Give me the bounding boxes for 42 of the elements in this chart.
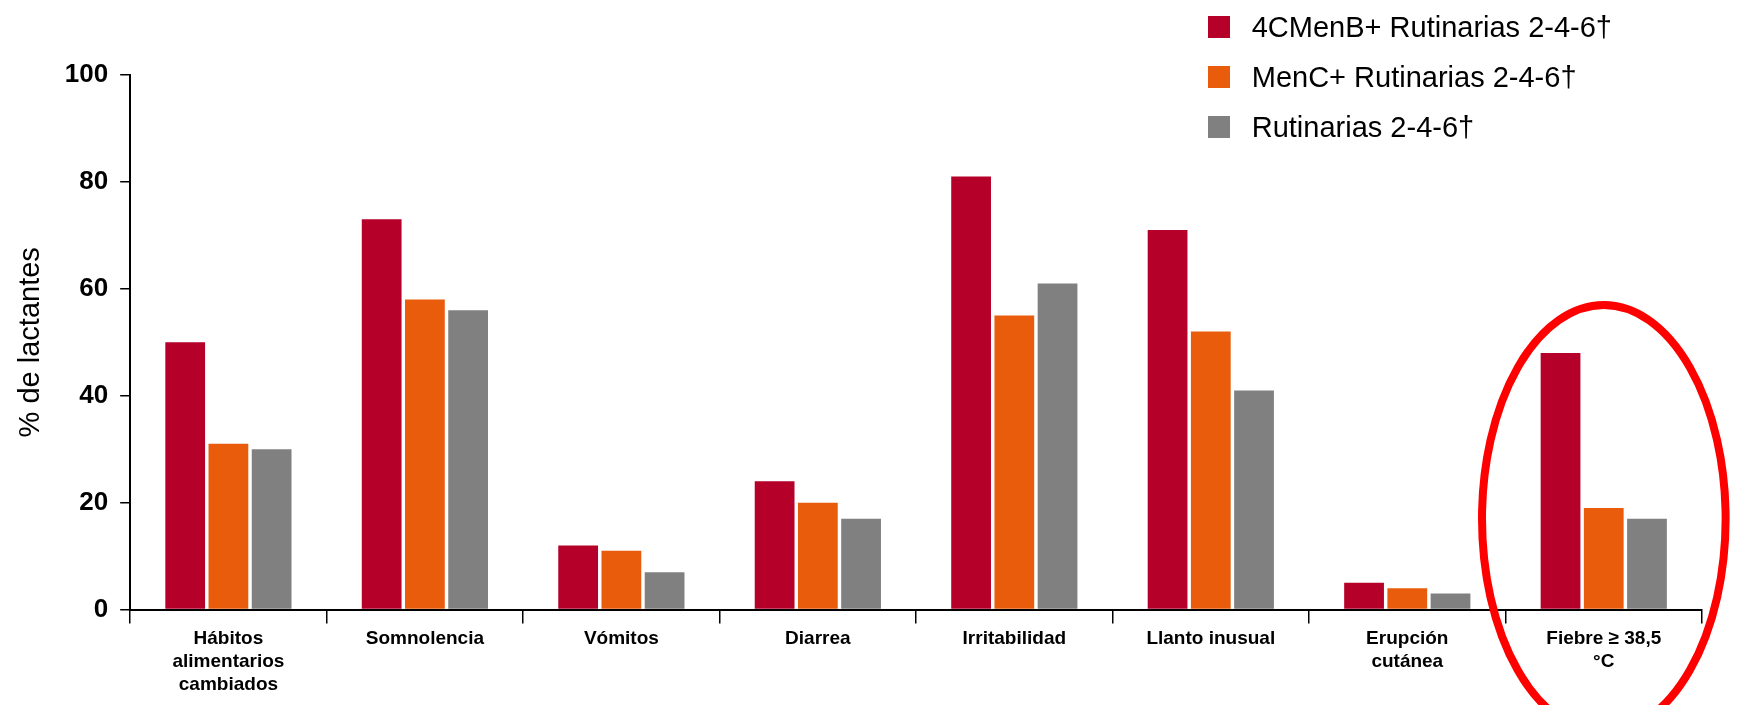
x-tick-label: Llanto inusual [1146, 627, 1276, 649]
legend-label: MenC+ Rutinarias 2-4-6† [1251, 60, 1577, 94]
bar [1344, 582, 1384, 609]
bar [251, 449, 292, 609]
bar [601, 550, 642, 609]
y-tick-label: 40 [79, 378, 109, 409]
bar [361, 219, 402, 609]
bar [558, 545, 599, 609]
bar [1190, 331, 1231, 609]
bar [1147, 230, 1188, 609]
bar [208, 443, 249, 609]
y-tick-label: 20 [79, 485, 109, 516]
y-tick-label: 80 [79, 165, 109, 196]
x-tick-label: Hábitos alimentarios cambiados [172, 627, 285, 694]
x-tick-label: Diarrea [785, 627, 852, 649]
y-axis-title: % de lactantes [13, 247, 46, 438]
bar [841, 518, 881, 609]
bar [1037, 283, 1078, 609]
bar [448, 310, 489, 609]
bar [1234, 390, 1274, 609]
bar [405, 299, 445, 609]
x-tick-label: Fiebre ≥ 38,5 °C [1546, 627, 1662, 672]
y-tick-label: 0 [93, 592, 109, 623]
bar [797, 502, 838, 609]
bar [994, 315, 1035, 609]
bar [951, 176, 991, 609]
x-tick-label: Erupción cutánea [1366, 627, 1449, 672]
legend-label: Rutinarias 2-4-6† [1251, 110, 1475, 144]
x-tick-label: Irritabilidad [962, 627, 1067, 649]
y-tick-label: 100 [64, 58, 109, 89]
bar [165, 342, 206, 609]
bar [1627, 518, 1667, 609]
bar [1430, 593, 1471, 609]
bar [644, 572, 685, 609]
bar [1387, 588, 1428, 609]
x-tick-label: Vómitos [583, 627, 659, 649]
bar [1583, 508, 1624, 609]
bar [754, 481, 795, 609]
bar [1540, 352, 1581, 609]
legend-label: 4CMenB+ Rutinarias 2-4-6† [1251, 10, 1612, 44]
y-tick-label: 60 [79, 272, 109, 303]
x-tick-label: Somnolencia [365, 627, 485, 649]
